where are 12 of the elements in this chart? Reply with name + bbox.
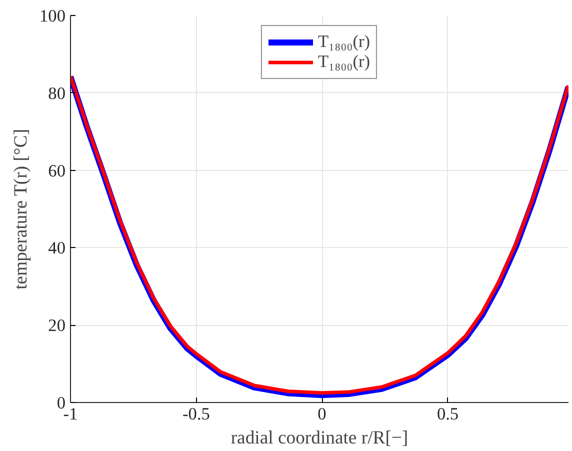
legend-label: T₁₈₀₀(r): [318, 52, 370, 72]
x-tick-label: 0.5: [436, 404, 459, 424]
y-tick-label: 60: [48, 161, 66, 180]
x-tick-label: -0.5: [182, 404, 210, 424]
legend-label: T₁₈₀₀(r): [318, 32, 370, 52]
x-tick-label: 0: [318, 404, 326, 424]
y-tick-label: 80: [48, 84, 66, 103]
x-axis-title: radial coordinate r/R[−]: [230, 428, 408, 448]
y-tick-label: 40: [48, 238, 66, 258]
y-tick-label: 100: [40, 6, 66, 26]
y-tick-label: 20: [48, 316, 66, 336]
y-axis-title: temperature T(r) [°C]: [10, 128, 32, 290]
